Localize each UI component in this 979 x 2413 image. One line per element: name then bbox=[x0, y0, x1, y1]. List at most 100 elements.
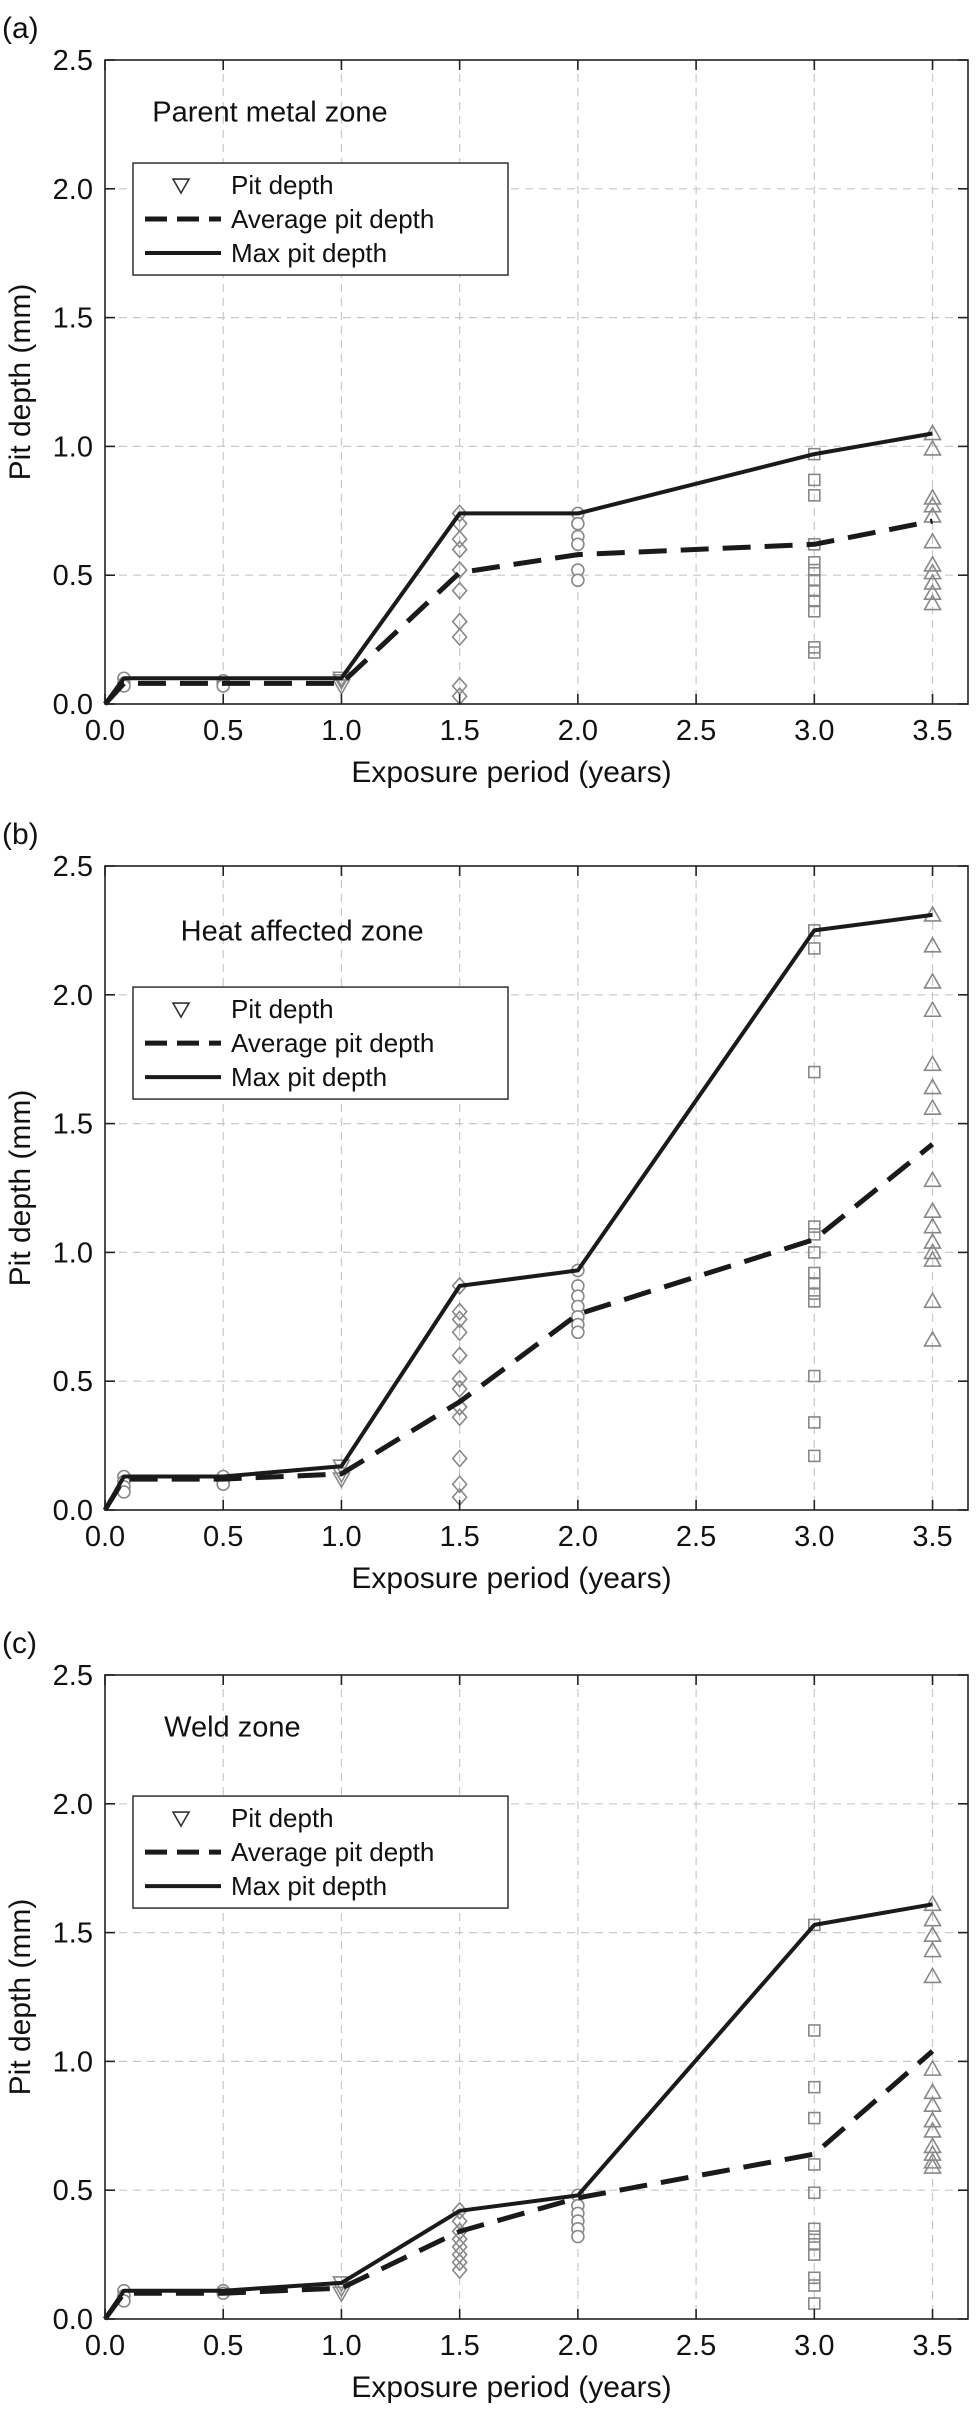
plot-frame bbox=[104, 865, 969, 1511]
data-point bbox=[808, 556, 821, 569]
data-point bbox=[923, 1941, 942, 1958]
legend: Pit depth Average pit depth Max pit depth bbox=[132, 1795, 509, 1909]
data-point bbox=[808, 2158, 821, 2171]
y-tick-label: 0.5 bbox=[53, 560, 93, 592]
legend-label: Pit depth bbox=[231, 1803, 334, 1833]
x-tick-label: 2.5 bbox=[676, 2330, 716, 2362]
x-tick-label: 0.0 bbox=[85, 2330, 125, 2362]
data-point bbox=[923, 1098, 942, 1115]
data-point bbox=[451, 1276, 468, 1296]
data-point bbox=[923, 1291, 942, 1309]
data-point bbox=[923, 1170, 942, 1188]
x-tick-label: 1.0 bbox=[321, 715, 361, 747]
y-tick-label: 0.5 bbox=[53, 2175, 93, 2207]
y-tick-label: 2.5 bbox=[53, 45, 93, 77]
data-point bbox=[923, 488, 942, 505]
data-point bbox=[808, 1246, 821, 1259]
data-point bbox=[571, 573, 585, 588]
y-tick-label: 1.5 bbox=[53, 303, 93, 335]
x-tick-label: 1.0 bbox=[321, 2330, 361, 2362]
legend-label: Max pit depth bbox=[231, 1871, 387, 1901]
data-point bbox=[451, 1346, 468, 1365]
x-tick-label: 1.0 bbox=[321, 1521, 361, 1553]
zone-annotation: Heat affected zone bbox=[181, 915, 424, 947]
data-point bbox=[571, 1325, 585, 1340]
chart-panel-2: (c) 0.0 0.5 1.0 1.5 2.0 2.5 3.0 3.5 0.0 0.5 1.0 1.5 2… bbox=[2, 1627, 969, 2404]
data-point bbox=[808, 1449, 821, 1463]
data-point bbox=[923, 532, 942, 549]
data-point bbox=[808, 473, 821, 487]
x-axis-label: Exposure period (years) bbox=[351, 756, 671, 789]
data-point bbox=[571, 2229, 585, 2244]
data-point bbox=[923, 972, 942, 989]
y-tick-label: 0.0 bbox=[53, 2304, 93, 2336]
data-point bbox=[451, 2201, 468, 2221]
max-pit-depth-line bbox=[103, 1902, 933, 2321]
data-point bbox=[451, 676, 468, 696]
data-point bbox=[923, 563, 942, 580]
data-point bbox=[451, 1369, 468, 1388]
data-point bbox=[808, 646, 821, 659]
data-point bbox=[808, 1287, 821, 1300]
data-point bbox=[923, 1330, 942, 1347]
data-point bbox=[808, 2279, 821, 2292]
average-pit-depth-line bbox=[103, 518, 933, 706]
data-point bbox=[923, 1054, 942, 1072]
average-pit-depth-line bbox=[102, 1142, 935, 1512]
legend: Pit depth Average pit depth Max pit depth bbox=[132, 162, 509, 276]
gridlines bbox=[105, 1675, 968, 2319]
legend-marker-pit-depth bbox=[171, 1002, 191, 1019]
data-point bbox=[451, 540, 468, 559]
data-point bbox=[808, 604, 821, 618]
y-tick-label: 0.5 bbox=[53, 1366, 93, 1398]
data-point bbox=[923, 439, 942, 456]
data-point bbox=[451, 2253, 468, 2272]
panel-label: (b) bbox=[2, 818, 39, 851]
gridlines bbox=[105, 60, 968, 704]
x-tick-label: 3.0 bbox=[794, 1521, 834, 1553]
gridlines bbox=[105, 866, 968, 1510]
data-point bbox=[451, 1379, 468, 1399]
data-point bbox=[808, 2080, 821, 2094]
x-tick-label: 2.0 bbox=[558, 2330, 598, 2362]
y-tick-label: 1.5 bbox=[53, 1918, 93, 1950]
data-point bbox=[808, 942, 821, 955]
data-point bbox=[808, 1228, 821, 1241]
data-point bbox=[451, 529, 468, 549]
data-point bbox=[571, 516, 585, 531]
data-point bbox=[923, 1250, 942, 1267]
data-point bbox=[808, 1065, 821, 1079]
y-tick-label: 2.5 bbox=[53, 851, 93, 883]
plot-frame bbox=[104, 59, 969, 705]
data-point bbox=[808, 1416, 821, 1429]
max-pit-depth-line bbox=[103, 431, 933, 706]
y-tick-label: 2.0 bbox=[53, 980, 93, 1012]
data-point bbox=[808, 2230, 821, 2243]
data-point bbox=[808, 2186, 821, 2200]
data-point bbox=[923, 936, 942, 953]
y-tick-label: 1.0 bbox=[53, 1237, 93, 1269]
legend-marker-pit-depth bbox=[171, 1811, 191, 1828]
panel-label: (a) bbox=[2, 12, 39, 45]
data-point bbox=[923, 593, 942, 611]
data-point bbox=[808, 2271, 821, 2285]
panel-label: (c) bbox=[2, 1627, 37, 1660]
x-tick-label: 3.0 bbox=[794, 2330, 834, 2362]
data-point bbox=[923, 1966, 942, 1984]
x-tick-label: 0.0 bbox=[85, 715, 125, 747]
x-axis-label: Exposure period (years) bbox=[351, 1562, 671, 1595]
x-tick-label: 2.0 bbox=[558, 715, 598, 747]
data-point bbox=[808, 2111, 821, 2125]
y-tick-label: 1.0 bbox=[53, 431, 93, 463]
x-tick-label: 3.5 bbox=[912, 1521, 952, 1553]
data-point bbox=[451, 2260, 468, 2280]
data-point bbox=[451, 1449, 468, 1468]
data-point bbox=[808, 2248, 821, 2261]
data-point bbox=[923, 583, 942, 601]
y-tick-label: 2.0 bbox=[53, 1789, 93, 1821]
x-tick-label: 0.5 bbox=[203, 1521, 243, 1553]
x-tick-label: 3.5 bbox=[912, 715, 952, 747]
data-point bbox=[808, 1369, 821, 1383]
data-point bbox=[923, 1242, 942, 1260]
data-point bbox=[923, 496, 942, 513]
